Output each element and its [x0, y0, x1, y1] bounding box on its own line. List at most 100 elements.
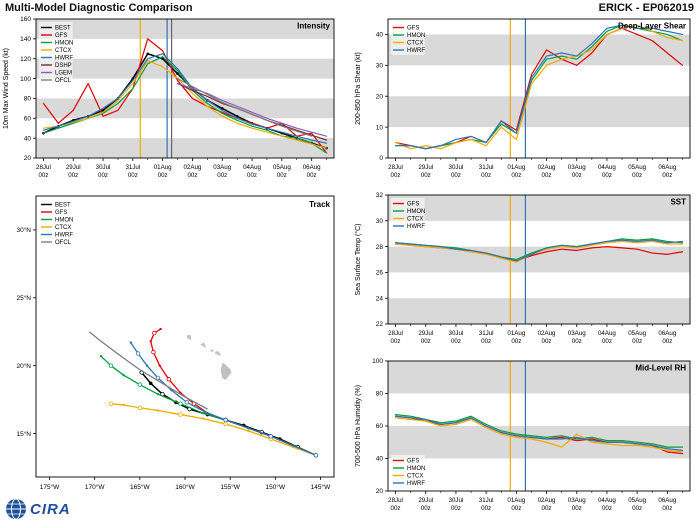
svg-text:150°W: 150°W [266, 483, 286, 491]
svg-text:155°W: 155°W [220, 483, 240, 491]
svg-text:160°W: 160°W [175, 483, 195, 491]
svg-text:Mid-Level RH: Mid-Level RH [635, 364, 686, 373]
svg-text:100: 100 [20, 76, 31, 83]
svg-text:20: 20 [376, 488, 384, 495]
svg-text:10: 10 [376, 124, 384, 131]
svg-text:HWRF: HWRF [407, 481, 425, 487]
svg-text:30Jul: 30Jul [96, 164, 111, 171]
svg-text:00z: 00z [38, 172, 48, 179]
svg-text:04Aug: 04Aug [598, 330, 616, 337]
svg-text:10m Max Wind Speed (kt): 10m Max Wind Speed (kt) [3, 48, 10, 129]
svg-text:01Aug: 01Aug [507, 330, 525, 337]
svg-text:00z: 00z [391, 505, 401, 512]
svg-text:15°N: 15°N [16, 430, 31, 438]
svg-text:CTCX: CTCX [407, 474, 423, 480]
svg-text:00z: 00z [187, 172, 197, 179]
storm-title: ERICK - EP062019 [598, 2, 694, 14]
svg-text:OFCL: OFCL [55, 78, 72, 84]
track-map: 175°W 170°W 165°W 160°W 155°W 150°W 145°W 15°N 2… [0, 190, 342, 503]
svg-text:165°W: 165°W [130, 483, 150, 491]
svg-text:01Aug: 01Aug [507, 164, 525, 171]
svg-text:00z: 00z [572, 338, 582, 345]
svg-text:00z: 00z [481, 338, 491, 345]
svg-text:29Jul: 29Jul [66, 164, 81, 171]
svg-text:00z: 00z [307, 172, 317, 179]
svg-text:0: 0 [379, 155, 383, 162]
svg-text:Track: Track [309, 200, 330, 209]
intensity-chart: 20 40 60 80 100 120 140 160 28Jul 00z 29Jul 00z 30Ju… [0, 16, 342, 190]
svg-text:30: 30 [376, 218, 384, 225]
svg-text:HWRF: HWRF [55, 56, 73, 62]
svg-text:HWRF: HWRF [407, 224, 425, 230]
svg-text:06Aug: 06Aug [658, 164, 676, 171]
svg-text:24: 24 [376, 295, 384, 302]
svg-text:00z: 00z [421, 505, 431, 512]
svg-text:40: 40 [376, 456, 384, 463]
svg-text:700-500 hPa Humidity (%): 700-500 hPa Humidity (%) [355, 385, 362, 467]
svg-text:04Aug: 04Aug [598, 164, 616, 171]
svg-text:GFS: GFS [55, 210, 67, 216]
svg-text:05Aug: 05Aug [628, 164, 646, 171]
svg-text:00z: 00z [68, 172, 78, 179]
page-title: Multi-Model Diagnostic Comparison [5, 2, 193, 14]
svg-text:200-850 hPa Shear (kt): 200-850 hPa Shear (kt) [355, 52, 362, 125]
svg-text:40: 40 [376, 32, 384, 39]
svg-text:CTCX: CTCX [55, 225, 71, 231]
svg-text:00z: 00z [98, 172, 108, 179]
svg-text:60: 60 [376, 423, 384, 430]
svg-text:03Aug: 03Aug [568, 164, 586, 171]
svg-text:30Jul: 30Jul [449, 497, 464, 504]
svg-text:00z: 00z [391, 172, 401, 179]
svg-text:01Aug: 01Aug [154, 164, 172, 171]
svg-text:175°W: 175°W [40, 483, 60, 491]
shear-chart: 0 10 20 30 40 28Jul 00z 29Jul 00z 30Jul 00z 31Jul 00… [352, 16, 698, 190]
svg-text:20°N: 20°N [16, 362, 31, 370]
svg-text:00z: 00z [602, 338, 612, 345]
cira-logo: CIRA [4, 495, 71, 523]
svg-text:GFS: GFS [407, 202, 419, 208]
svg-text:00z: 00z [511, 505, 521, 512]
svg-text:HMON: HMON [55, 218, 73, 224]
svg-text:28Jul: 28Jul [388, 164, 403, 171]
svg-text:HWRF: HWRF [407, 48, 425, 54]
svg-text:140: 140 [20, 36, 31, 43]
svg-text:03Aug: 03Aug [568, 497, 586, 504]
svg-text:00z: 00z [217, 172, 227, 179]
sst-chart: 22 24 26 28 30 32 28Jul 00z 29Jul 00z 30Jul 00z 31Ju… [352, 192, 698, 356]
svg-text:160: 160 [20, 16, 31, 23]
svg-text:Sea Surface Temp (°C): Sea Surface Temp (°C) [354, 224, 362, 296]
svg-text:31Jul: 31Jul [479, 497, 494, 504]
svg-text:00z: 00z [511, 172, 521, 179]
svg-text:00z: 00z [542, 338, 552, 345]
svg-text:00z: 00z [128, 172, 138, 179]
svg-text:29Jul: 29Jul [418, 330, 433, 337]
svg-text:25°N: 25°N [16, 294, 31, 302]
svg-text:LGEM: LGEM [55, 71, 72, 77]
svg-text:OFCL: OFCL [55, 240, 72, 246]
svg-text:GFS: GFS [407, 459, 419, 465]
svg-text:20: 20 [24, 155, 32, 162]
svg-text:00z: 00z [511, 338, 521, 345]
svg-text:HMON: HMON [407, 209, 425, 215]
svg-text:00z: 00z [662, 338, 672, 345]
svg-text:00z: 00z [451, 338, 461, 345]
svg-text:00z: 00z [602, 172, 612, 179]
svg-text:04Aug: 04Aug [598, 497, 616, 504]
svg-text:05Aug: 05Aug [273, 164, 291, 171]
svg-text:06Aug: 06Aug [303, 164, 321, 171]
svg-text:28Jul: 28Jul [388, 330, 403, 337]
svg-text:170°W: 170°W [85, 483, 105, 491]
svg-text:20: 20 [376, 93, 384, 100]
svg-text:00z: 00z [451, 172, 461, 179]
svg-text:00z: 00z [632, 505, 642, 512]
svg-text:00z: 00z [602, 505, 612, 512]
svg-text:145°W: 145°W [311, 483, 331, 491]
svg-text:SST: SST [670, 198, 686, 207]
svg-text:30: 30 [376, 63, 384, 70]
svg-text:CTCX: CTCX [407, 41, 423, 47]
svg-text:CTCX: CTCX [55, 48, 71, 54]
svg-text:31Jul: 31Jul [479, 330, 494, 337]
svg-text:00z: 00z [391, 338, 401, 345]
svg-text:29Jul: 29Jul [418, 164, 433, 171]
svg-text:05Aug: 05Aug [628, 497, 646, 504]
